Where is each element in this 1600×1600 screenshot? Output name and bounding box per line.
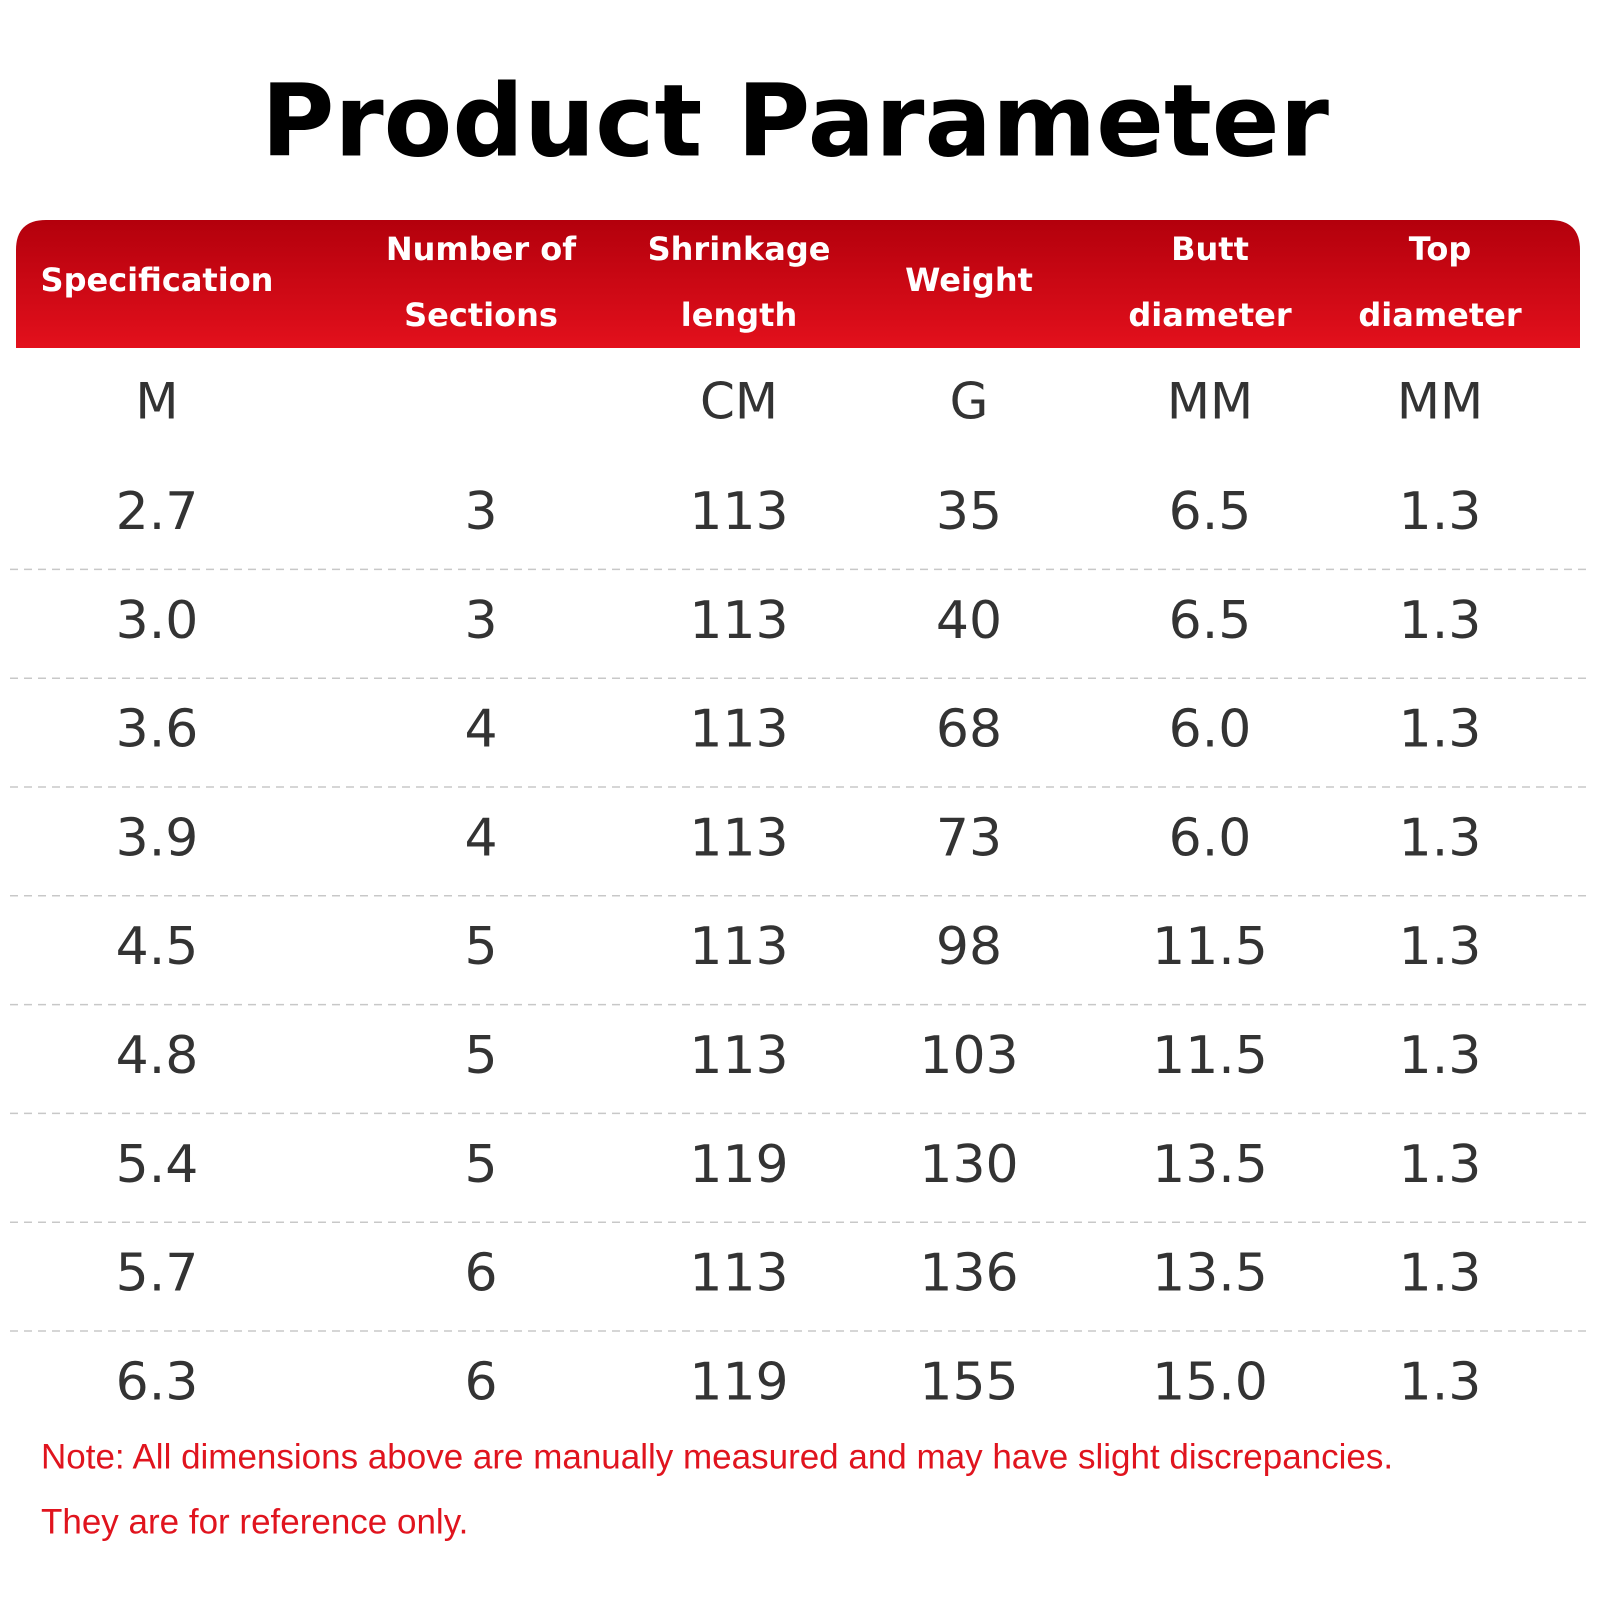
header-cell: Top (1409, 230, 1471, 268)
cell: 5 (464, 1135, 497, 1195)
cell: 11.5 (1152, 1026, 1268, 1086)
cell: 4 (464, 700, 497, 760)
title: Product Parameter (261, 62, 1330, 179)
unit-cell: MM (1397, 373, 1483, 431)
cell: 6.0 (1169, 808, 1252, 868)
cell: 6.5 (1169, 482, 1252, 542)
header-cell: Weight (905, 261, 1033, 299)
unit-cell: MM (1167, 373, 1253, 431)
cell: 5 (464, 1026, 497, 1086)
unit-cell: CM (700, 373, 778, 431)
cell: 1.3 (1399, 700, 1482, 760)
unit-cell: M (135, 373, 178, 431)
cell: 73 (936, 808, 1002, 868)
cell: 35 (936, 482, 1002, 542)
cell: 136 (919, 1244, 1018, 1304)
table: Specification Number of Sections Shrinkage l… (10, 230, 1590, 1541)
cell: 3 (464, 591, 497, 651)
cell: 4 (464, 808, 497, 868)
cell: 6.3 (116, 1352, 199, 1412)
cell: 4.5 (116, 917, 199, 977)
cell: 1.3 (1399, 482, 1482, 542)
cell: 113 (689, 700, 788, 760)
cell: 119 (689, 1135, 788, 1195)
cell: 5.7 (116, 1244, 199, 1304)
cell: 6 (464, 1352, 497, 1412)
cell: 1.3 (1399, 591, 1482, 651)
cell: 13.5 (1152, 1135, 1268, 1195)
cell: 5.4 (116, 1135, 199, 1195)
cell: 113 (689, 482, 788, 542)
cell: 68 (936, 700, 1002, 760)
cell: 1.3 (1399, 1135, 1482, 1195)
header-cell: Shrinkage (648, 230, 831, 268)
header-cell: diameter (1358, 296, 1522, 334)
cell: 113 (689, 808, 788, 868)
cell: 13.5 (1152, 1244, 1268, 1304)
cell: 6.0 (1169, 700, 1252, 760)
header-cell: diameter (1128, 296, 1292, 334)
cell: 3 (464, 482, 497, 542)
unit-cell: G (950, 373, 989, 431)
cell: 98 (936, 917, 1002, 977)
cell: 4.8 (116, 1026, 199, 1086)
header-cell: Butt (1171, 230, 1249, 268)
cell: 1.3 (1399, 917, 1482, 977)
cell: 113 (689, 1244, 788, 1304)
cell: 130 (919, 1135, 1018, 1195)
cell: 3.6 (116, 700, 199, 760)
header-band (16, 220, 1580, 348)
cell: 103 (919, 1026, 1018, 1086)
cell: 155 (919, 1352, 1018, 1412)
header-cell: Specification (41, 261, 274, 299)
cell: 113 (689, 1026, 788, 1086)
cell: 3.0 (116, 591, 199, 651)
cell: 113 (689, 917, 788, 977)
cell: 1.3 (1399, 1352, 1482, 1412)
cell: 1.3 (1399, 1026, 1482, 1086)
cell: 113 (689, 591, 788, 651)
header-cell: Sections (404, 296, 558, 334)
cell: 11.5 (1152, 917, 1268, 977)
header-cell: length (681, 296, 797, 334)
cell: 2.7 (116, 482, 199, 542)
cell: 6.5 (1169, 591, 1252, 651)
cell: 6 (464, 1244, 497, 1304)
cell: 5 (464, 917, 497, 977)
cell: 3.9 (116, 808, 199, 868)
cell: 1.3 (1399, 1244, 1482, 1304)
cell: 40 (936, 591, 1002, 651)
cell: 1.3 (1399, 808, 1482, 868)
note-line: Note: All dimensions above are manually … (41, 1437, 1393, 1476)
cell: 119 (689, 1352, 788, 1412)
cell: 15.0 (1152, 1352, 1268, 1412)
note-line: They are for reference only. (41, 1502, 468, 1541)
header-cell: Number of (386, 230, 577, 268)
